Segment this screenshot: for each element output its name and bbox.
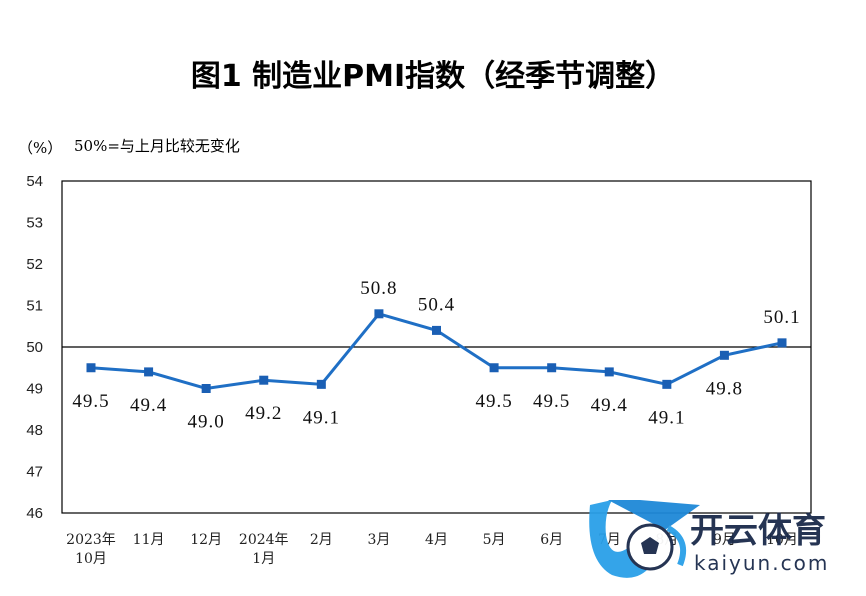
x-tick-label: 11月 — [133, 532, 165, 548]
data-label: 49.2 — [245, 403, 282, 424]
data-label: 49.5 — [475, 391, 512, 412]
x-tick-label: 4月 — [425, 532, 448, 548]
data-label: 49.1 — [303, 407, 340, 428]
watermark-brand: 开云体育 — [690, 511, 826, 551]
y-unit-label: （%） — [18, 139, 62, 157]
data-point-marker — [662, 379, 672, 389]
data-point-marker — [374, 309, 384, 319]
x-tick-label: 5月 — [483, 532, 506, 548]
chart-title: 图1 制造业PMI指数（经季节调整） — [191, 59, 675, 94]
data-point-marker — [316, 379, 326, 389]
data-point-marker — [201, 384, 211, 393]
series-line — [90, 312, 783, 391]
x-tick-label: 10月 — [75, 551, 107, 567]
x-tick-label: 9月 — [713, 532, 736, 548]
data-markers — [86, 309, 787, 393]
x-axis-ticks: 2023年10月11月12月2024年1月2月3月4月5月6月7月8月9月10月 — [66, 532, 798, 567]
y-tick-label: 52 — [26, 256, 43, 273]
data-point-marker — [432, 325, 441, 335]
y-tick-label: 53 — [26, 215, 43, 232]
data-point-marker — [547, 363, 557, 373]
watermark-url: kaiyun.com — [694, 551, 829, 575]
y-tick-label: 51 — [26, 298, 43, 315]
data-point-marker — [719, 350, 729, 360]
y-axis-ticks: 46 47 48 49 50 51 52 53 54 — [26, 173, 43, 522]
data-point-marker — [259, 375, 269, 385]
x-tick-label: 1月 — [252, 551, 275, 567]
kaiyun-logo-icon — [589, 500, 700, 578]
data-point-marker — [86, 363, 96, 373]
x-tick-label: 2024年 — [239, 532, 289, 548]
reference-note: 50%=与上月比较无变化 — [74, 137, 240, 155]
y-tick-label: 48 — [26, 422, 43, 439]
data-label: 49.4 — [130, 395, 167, 416]
data-point-marker — [777, 338, 787, 348]
data-label: 49.4 — [591, 395, 628, 416]
data-label: 49.8 — [706, 378, 743, 399]
data-labels: 49.5 49.4 49.0 49.2 49.1 50.8 50.4 49.5 49.5 49.4… — [72, 278, 800, 433]
data-point-marker — [604, 367, 614, 377]
data-label: 50.1 — [763, 307, 800, 328]
x-tick-label: 6月 — [540, 532, 563, 548]
x-tick-label: 10月 — [766, 532, 798, 548]
x-tick-label: 3月 — [367, 532, 390, 548]
data-label: 49.0 — [188, 412, 225, 433]
y-tick-label: 50 — [26, 339, 43, 356]
watermark: 开云体育 kaiyun.com — [589, 500, 829, 578]
y-tick-label: 47 — [26, 464, 43, 481]
data-label: 50.4 — [418, 294, 455, 315]
y-tick-label: 49 — [26, 381, 43, 398]
x-tick-label: 12月 — [190, 532, 222, 548]
data-point-marker — [144, 367, 154, 377]
data-label: 49.5 — [72, 391, 109, 412]
x-tick-label: 2月 — [310, 532, 333, 548]
data-label: 49.1 — [648, 407, 685, 428]
data-label: 49.5 — [533, 391, 570, 412]
y-tick-label: 46 — [26, 505, 43, 522]
data-point-marker — [489, 363, 499, 373]
x-tick-label: 2023年 — [66, 532, 116, 548]
data-label: 50.8 — [360, 278, 397, 299]
y-tick-label: 54 — [26, 173, 43, 190]
